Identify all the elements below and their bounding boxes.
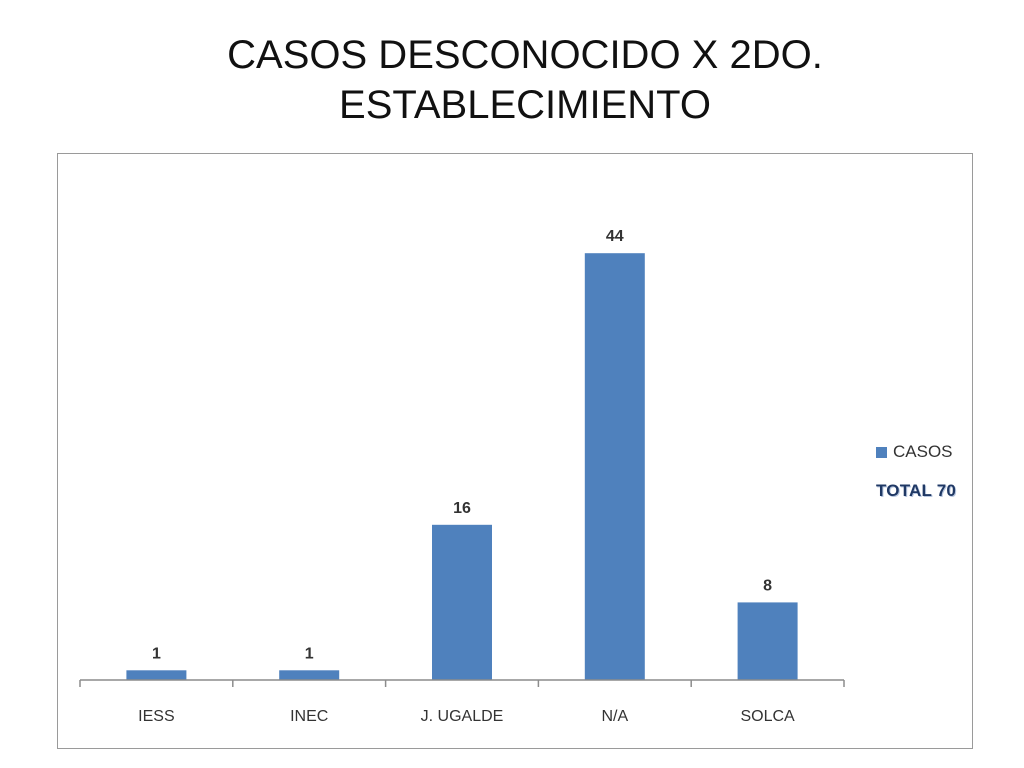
data-label-4: 8 xyxy=(763,577,772,594)
data-label-3: 44 xyxy=(606,228,624,245)
legend-total-label: TOTAL 70 xyxy=(876,481,957,500)
legend-series-label: CASOS xyxy=(893,442,953,461)
bar-4 xyxy=(737,602,798,680)
bar-3 xyxy=(584,253,645,680)
bar-2 xyxy=(432,524,492,680)
slide-title-line-1: CASOS DESCONOCIDO X 2DO. xyxy=(227,33,823,77)
category-label-4: SOLCA xyxy=(740,708,795,725)
category-label-1: INEC xyxy=(290,708,328,725)
bar-1 xyxy=(279,670,340,680)
slide-title: CASOS DESCONOCIDO X 2DO. ESTABLECIMIENTO xyxy=(0,30,1024,130)
bar-0 xyxy=(126,670,187,680)
data-label-2: 16 xyxy=(453,500,471,517)
data-label-0: 1 xyxy=(152,645,161,662)
legend-entry-casos: CASOS xyxy=(876,441,956,463)
data-label-1: 1 xyxy=(305,645,314,662)
legend-swatch xyxy=(876,446,887,458)
category-label-3: N/A xyxy=(601,708,628,725)
slide-title-line-2: ESTABLECIMIENTO xyxy=(339,83,711,127)
chart-frame xyxy=(57,153,973,749)
category-label-2: J. UGALDE xyxy=(421,708,504,725)
category-label-0: IESS xyxy=(138,708,174,725)
chart-legend: CASOS TOTAL 70 xyxy=(876,441,956,501)
